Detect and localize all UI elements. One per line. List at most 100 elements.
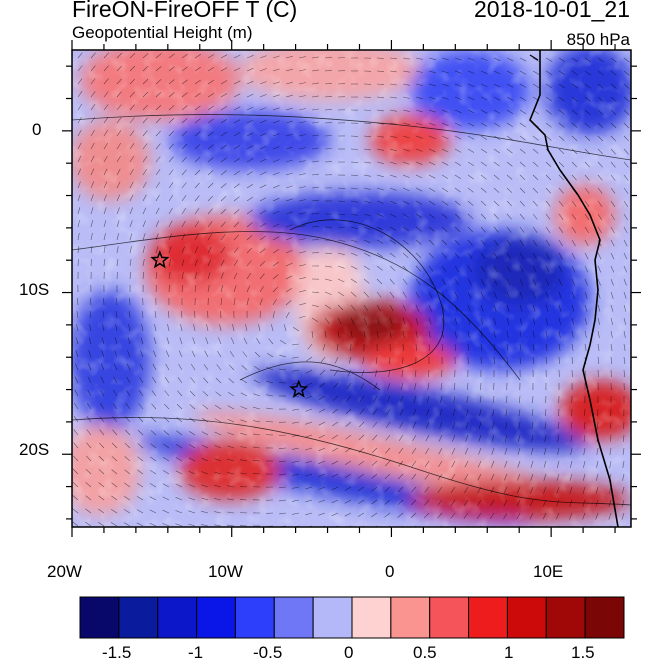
wind-barb [220, 80, 228, 85]
wind-barb [623, 109, 630, 116]
wind-barb [129, 91, 135, 98]
wind-barb [298, 69, 306, 72]
wind-barb [506, 122, 514, 128]
wind-barb [490, 486, 495, 494]
wind-barb [376, 83, 385, 85]
wind-barb [259, 132, 267, 137]
wind-barb [623, 148, 629, 155]
wind-barb [532, 148, 539, 154]
wind-barb [516, 512, 521, 520]
wind-barb [246, 145, 254, 150]
wind-barb [428, 317, 432, 325]
wind-barb [506, 252, 511, 260]
wind-barb [337, 252, 345, 256]
wind-barb [163, 403, 170, 410]
wind-barb [584, 291, 588, 299]
wind-barb [85, 508, 92, 514]
wind-barb [227, 485, 235, 488]
wind-barb [283, 324, 287, 332]
wind-barb [259, 171, 267, 176]
wind-barb [194, 246, 199, 254]
wind-barb [402, 330, 405, 338]
wind-barb [90, 155, 95, 163]
wind-barb [519, 239, 525, 246]
wind-barb [545, 122, 552, 128]
wind-barb [246, 247, 253, 254]
wind-barb [246, 222, 253, 228]
wind-barb [298, 315, 306, 319]
wind-barb [376, 161, 384, 164]
wind-barb [259, 145, 267, 150]
wind-barb [480, 57, 488, 61]
colorbar-swatch [118, 596, 159, 639]
wind-barb [141, 324, 144, 332]
wind-barb [305, 395, 313, 399]
wind-barb [357, 499, 365, 504]
wind-barb [402, 109, 410, 112]
wind-barb [279, 368, 287, 371]
wind-barb [151, 403, 157, 410]
wind-barb [610, 291, 614, 299]
wind-barb [115, 324, 118, 332]
wind-barb [363, 278, 370, 284]
wind-barb [492, 421, 495, 429]
wind-barb [389, 148, 397, 152]
wind-barb [100, 376, 105, 384]
wind-barb [480, 317, 484, 325]
wind-barb [480, 161, 487, 167]
wind-barb [305, 382, 313, 387]
wind-barb [272, 261, 279, 267]
wind-barb [386, 408, 391, 416]
wind-barb [480, 226, 486, 233]
colorbar-swatch [351, 596, 392, 639]
wind-barb [519, 83, 527, 88]
wind-barb [207, 195, 214, 202]
wind-barb [227, 405, 235, 410]
wind-barb [372, 408, 378, 415]
wind-barb [253, 420, 261, 423]
wind-barb [480, 304, 484, 312]
wind-barb [124, 482, 131, 488]
wind-barb [292, 408, 300, 411]
wind-barb [311, 226, 320, 228]
wind-barb [371, 473, 378, 479]
wind-barb [571, 161, 578, 168]
wind-barb [438, 434, 443, 442]
wind-barb [610, 187, 616, 194]
wind-barb [311, 173, 319, 176]
wind-barb [415, 200, 423, 205]
wind-barb [363, 226, 371, 230]
wind-barb [202, 404, 209, 410]
wind-barb [415, 96, 423, 100]
wind-barb [88, 350, 92, 358]
wind-barb [285, 172, 293, 176]
wind-barb [493, 252, 499, 259]
wind-barb [272, 274, 279, 280]
wind-barb [214, 445, 222, 449]
wind-barb [441, 304, 445, 312]
wind-barb [194, 233, 199, 241]
wind-barb [116, 246, 119, 254]
wind-barb [298, 238, 306, 241]
wind-barb [490, 473, 495, 481]
colorbar-swatch [273, 596, 314, 639]
wind-barb [597, 239, 602, 247]
wind-barb [201, 497, 209, 501]
wind-barb [246, 80, 254, 85]
wind-barb [305, 369, 313, 374]
wind-barb [532, 239, 538, 247]
wind-barb [467, 122, 475, 127]
wind-barb [155, 104, 162, 111]
wind-barb [125, 416, 131, 423]
wind-barb [112, 429, 118, 436]
wind-barb [556, 473, 560, 481]
wind-barb [272, 146, 280, 150]
lat-label-20s: 20S [19, 440, 50, 459]
wind-barb [194, 272, 197, 280]
wind-barb [454, 57, 462, 61]
wind-barb [181, 156, 188, 163]
wind-barb [441, 109, 449, 113]
wind-barb [149, 483, 157, 488]
wind-barb [285, 120, 293, 124]
wind-barb [582, 486, 586, 494]
